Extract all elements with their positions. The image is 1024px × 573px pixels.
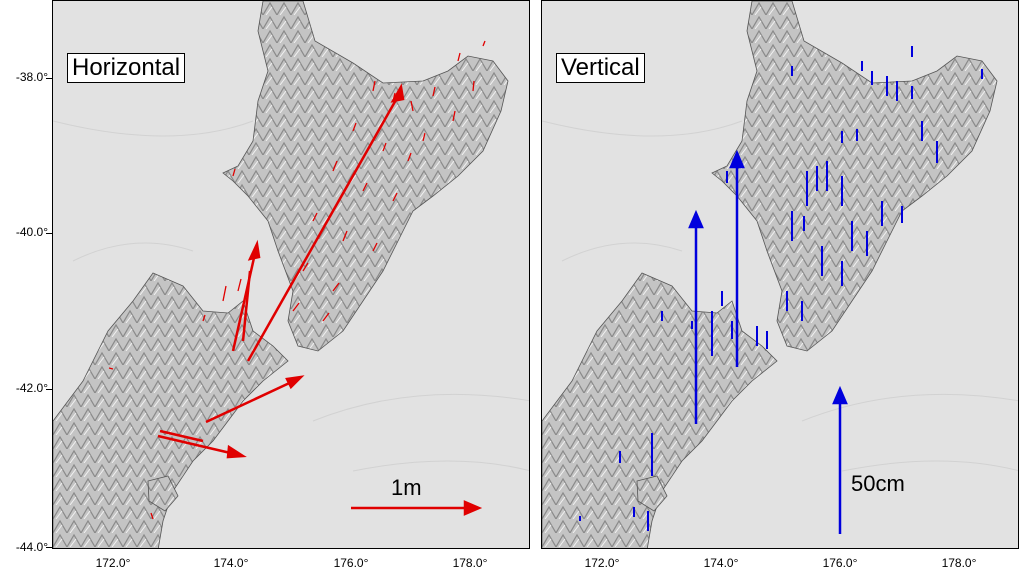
lat-tickmark [46, 547, 52, 548]
lat-tickmark [46, 78, 52, 79]
lon-tick-172-right: 172.0° [584, 556, 620, 570]
horizontal-panel-title: Horizontal [67, 53, 186, 83]
vertical-map-panel: Vertical 50cm [541, 0, 1019, 549]
large-vertical-arrows [688, 149, 848, 534]
lon-tick-174-left: 174.0° [213, 556, 249, 570]
vertical-scale-label: 50cm [851, 471, 905, 496]
lon-tick-176-left: 176.0° [333, 556, 369, 570]
lat-tick-44: -44.0° [15, 540, 48, 554]
north-island [711, 1, 998, 352]
vertical-panel-title: Vertical [556, 53, 645, 83]
small-horizontal-arrows [108, 40, 486, 520]
south-island [542, 272, 778, 548]
large-horizontal-arrows [157, 83, 483, 516]
lat-tick-38: -38.0° [15, 70, 48, 84]
horizontal-map-canvas [53, 1, 529, 548]
south-island [53, 272, 289, 548]
vertical-map-canvas [542, 1, 1018, 548]
lat-tickmark [46, 233, 52, 234]
horizontal-map-panel: Horizontal 1m [52, 0, 530, 549]
lon-tick-172-left: 172.0° [95, 556, 131, 570]
north-island [222, 1, 509, 352]
lon-tick-178-left: 178.0° [452, 556, 488, 570]
lon-tick-174-right: 174.0° [703, 556, 739, 570]
lat-tick-40: -40.0° [15, 225, 48, 239]
horizontal-scale-label: 1m [391, 475, 422, 500]
lon-tick-178-right: 178.0° [941, 556, 977, 570]
lat-tickmark [46, 389, 52, 390]
small-vertical-arrows [579, 46, 983, 531]
lat-tick-42: -42.0° [15, 381, 48, 395]
lon-tick-176-right: 176.0° [822, 556, 858, 570]
